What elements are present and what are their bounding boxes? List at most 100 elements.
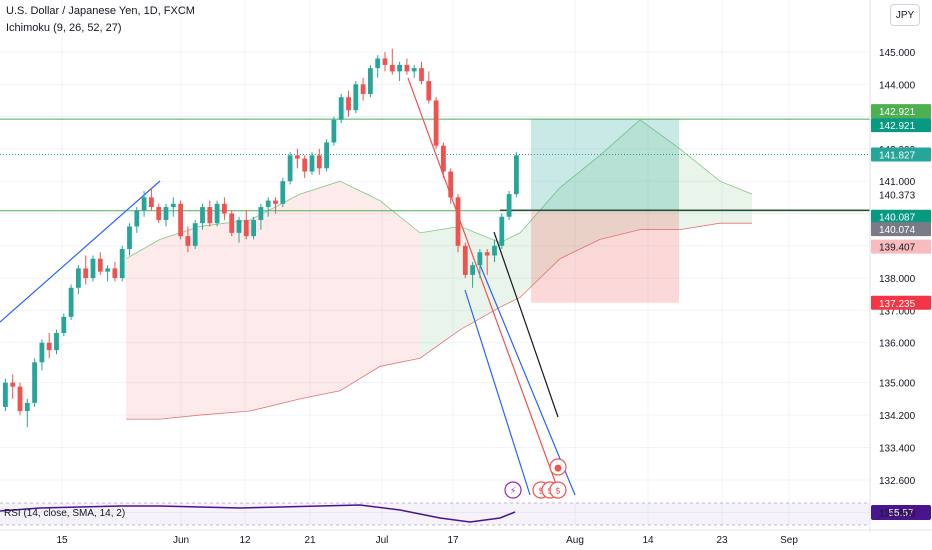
time-tick-label: 17 (447, 535, 459, 546)
candle (61, 316, 67, 334)
candle (68, 287, 74, 317)
candlesticks (3, 48, 519, 428)
senkou-b (126, 222, 752, 420)
rsi-value: 55.57 (888, 508, 913, 519)
candle (287, 155, 293, 182)
trend-line (477, 259, 576, 496)
price-badge (871, 209, 931, 224)
time-tick-label: 14 (642, 535, 654, 546)
trend-line (407, 77, 561, 496)
price-tick-label: 144.000 (879, 80, 916, 91)
candle (331, 119, 337, 143)
candle (214, 203, 220, 224)
price-badge (871, 222, 931, 237)
candle (433, 100, 439, 146)
price-badge-label: 139.407 (879, 243, 916, 254)
candle (470, 265, 475, 275)
candle (397, 64, 402, 72)
time-tick-label: Aug (566, 535, 584, 546)
time-tick-label: 12 (239, 535, 251, 546)
time-tick-label: 15 (56, 535, 68, 546)
candle (419, 68, 424, 82)
trend-line (0, 180, 161, 323)
price-badge (871, 239, 931, 254)
candle (375, 58, 381, 69)
event-glyph: $ (555, 487, 561, 497)
candle (222, 203, 227, 214)
long-position-tool[interactable] (531, 119, 679, 303)
trend-lines[interactable] (0, 77, 576, 496)
candle (105, 268, 110, 272)
profit-zone (531, 119, 679, 211)
price-badge-label: 142.921 (879, 121, 916, 132)
candle (185, 236, 191, 246)
event-glyph: $ (538, 487, 544, 497)
price-badge (871, 187, 931, 202)
candle (156, 207, 162, 220)
candle (309, 155, 315, 172)
rsi-line (0, 504, 516, 523)
event-icon (549, 458, 567, 476)
chart-title: U.S. Dollar / Japanese Yen, 1D, FXCM (6, 5, 195, 17)
candle (149, 197, 154, 208)
price-badge-label: 141.827 (879, 150, 916, 161)
candle (39, 342, 45, 363)
time-axis[interactable]: 15 Jun 12 21 Jul 17 Aug 14 23 Sep (0, 529, 932, 546)
price-badge-label: 140.074 (879, 225, 916, 236)
candle (448, 171, 454, 198)
candle (499, 216, 505, 246)
economic-events[interactable]: ⚡$$$● (504, 458, 567, 499)
candle (411, 68, 417, 72)
price-tick-label: 131.800 (879, 509, 916, 520)
time-tick-label: Jul (376, 535, 389, 546)
trend-line (464, 289, 531, 496)
rsi-pane: 55.57 (0, 502, 931, 526)
candle (243, 219, 249, 237)
price-tick-label: 138.000 (879, 274, 916, 285)
rsi-label[interactable]: RSI (14, close, SMA, 14, 2) (4, 508, 126, 519)
time-tick-label: Sep (780, 535, 798, 546)
candle (24, 402, 30, 412)
event-glyph: ● (554, 464, 562, 474)
price-axis[interactable]: 145.000144.000143.000142.000141.000140.0… (869, 0, 931, 532)
candle (236, 219, 242, 233)
candle (127, 226, 132, 250)
candle (32, 362, 37, 403)
chart-grid (0, 0, 870, 530)
candle (441, 145, 446, 172)
candle (17, 386, 23, 412)
candle (346, 97, 351, 111)
price-badge (871, 295, 931, 310)
price-badge (871, 104, 931, 119)
candle (83, 268, 89, 279)
price-badge (871, 147, 931, 162)
candle (178, 203, 183, 237)
cloud-red (126, 181, 420, 420)
ichimoku-label[interactable]: Ichimoku (9, 26, 52, 27) (6, 22, 122, 34)
candle (229, 213, 235, 233)
candle (302, 158, 308, 172)
price-tick-label: 136.000 (879, 339, 916, 350)
candle (200, 207, 205, 224)
price-badge (871, 118, 931, 133)
candle (192, 223, 198, 246)
candle (134, 210, 140, 227)
loss-zone (531, 210, 679, 303)
candle (477, 252, 483, 266)
time-tick-label: 21 (304, 535, 316, 546)
candle (119, 249, 125, 279)
candle (295, 155, 300, 159)
currency-button[interactable]: JPY (890, 4, 920, 26)
candle (514, 155, 519, 195)
candle (462, 245, 468, 275)
price-tick-label: 145.000 (879, 48, 916, 59)
price-badge-label: 137.235 (879, 299, 916, 310)
candle (316, 155, 322, 169)
candle (360, 84, 366, 94)
price-tick-label: 134.200 (879, 411, 916, 422)
candle (97, 258, 103, 272)
event-glyph: ⚡ (510, 487, 516, 497)
candle (404, 64, 410, 72)
time-tick-label: 23 (716, 535, 728, 546)
